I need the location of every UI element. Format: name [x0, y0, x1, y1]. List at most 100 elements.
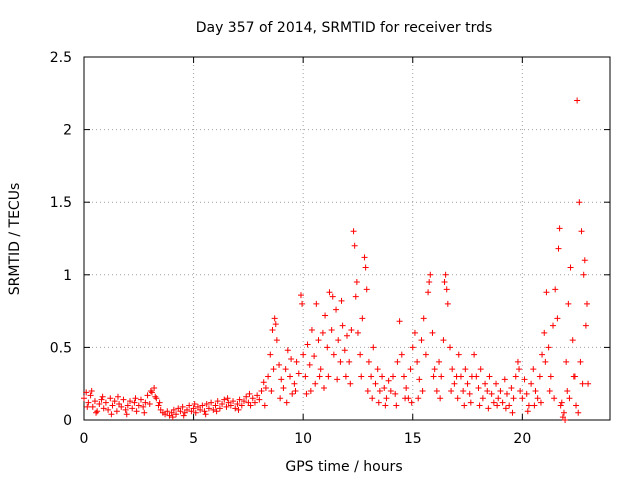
- data-point: [374, 366, 381, 373]
- data-point: [247, 402, 254, 409]
- data-point: [495, 395, 502, 402]
- data-point: [320, 385, 327, 392]
- data-point: [246, 390, 253, 397]
- data-point: [436, 358, 443, 365]
- data-point: [344, 332, 350, 339]
- data-point: [486, 373, 493, 380]
- data-point: [99, 393, 106, 400]
- data-point: [531, 402, 538, 409]
- data-point: [94, 408, 101, 415]
- data-point: [147, 387, 154, 394]
- data-point: [124, 402, 131, 409]
- data-point: [448, 387, 455, 394]
- y-axis-label: SRMTID / TECUs: [7, 183, 23, 296]
- data-point: [123, 411, 130, 418]
- data-point: [357, 351, 364, 358]
- data-point: [564, 387, 571, 394]
- data-point: [276, 361, 283, 368]
- data-point: [508, 385, 515, 392]
- data-point: [118, 403, 125, 410]
- data-point: [490, 399, 497, 406]
- data-point: [370, 344, 377, 351]
- data-point: [550, 322, 557, 329]
- data-point: [420, 315, 427, 322]
- data-point: [392, 390, 399, 397]
- data-point: [361, 254, 368, 261]
- data-point: [258, 387, 265, 394]
- data-point: [444, 300, 451, 307]
- data-point: [409, 344, 416, 351]
- data-point: [369, 395, 376, 402]
- data-point: [408, 399, 415, 406]
- data-point: [260, 379, 267, 386]
- x-tick-label: 15: [404, 431, 422, 447]
- data-point: [267, 351, 274, 358]
- data-point: [557, 402, 564, 409]
- data-point: [137, 396, 144, 403]
- data-point: [249, 395, 256, 402]
- data-point: [393, 402, 400, 409]
- data-point: [91, 398, 98, 405]
- data-point: [383, 395, 390, 402]
- data-point: [289, 390, 296, 397]
- data-point: [256, 396, 263, 403]
- data-point: [202, 411, 209, 418]
- data-point: [199, 402, 206, 409]
- data-point: [438, 373, 445, 380]
- data-point: [329, 293, 336, 300]
- data-point: [271, 315, 278, 322]
- data-point: [509, 409, 516, 416]
- data-point: [282, 366, 289, 373]
- data-point: [307, 387, 314, 394]
- data-point: [131, 399, 138, 406]
- gridlines: [84, 57, 610, 420]
- data-point: [113, 408, 120, 415]
- data-point: [376, 387, 383, 394]
- data-point: [135, 402, 142, 409]
- data-point: [251, 399, 258, 406]
- data-point: [88, 387, 95, 394]
- data-point: [129, 405, 136, 412]
- data-point: [447, 344, 454, 351]
- data-point: [156, 399, 163, 406]
- data-point: [560, 409, 567, 416]
- data-point: [224, 395, 231, 402]
- data-point: [190, 405, 197, 412]
- data-point: [437, 395, 444, 402]
- data-point: [541, 329, 548, 336]
- data-point: [479, 395, 486, 402]
- data-point: [277, 395, 284, 402]
- data-point: [502, 405, 509, 412]
- data-point: [372, 380, 379, 387]
- data-point: [574, 97, 581, 104]
- data-point: [341, 347, 348, 354]
- data-point: [396, 318, 403, 325]
- data-point: [89, 403, 96, 410]
- data-point: [581, 257, 588, 264]
- data-point: [148, 389, 155, 396]
- data-point: [140, 403, 147, 410]
- data-point: [398, 351, 405, 358]
- data-point: [573, 402, 580, 409]
- data-point: [475, 385, 482, 392]
- data-point: [102, 399, 109, 406]
- data-point: [114, 393, 121, 400]
- data-point: [493, 380, 500, 387]
- data-point: [304, 341, 311, 348]
- data-point: [430, 373, 437, 380]
- data-point: [575, 409, 582, 416]
- data-point: [547, 373, 554, 380]
- data-point: [152, 393, 159, 400]
- data-point: [577, 358, 584, 365]
- data-point: [565, 300, 572, 307]
- data-point: [339, 322, 346, 329]
- data-point: [179, 403, 186, 410]
- data-point: [532, 387, 539, 394]
- data-point: [100, 405, 107, 412]
- data-point: [519, 395, 526, 402]
- data-point: [142, 399, 149, 406]
- data-point: [164, 408, 171, 415]
- data-point: [551, 395, 558, 402]
- data-point: [141, 409, 148, 416]
- data-point: [120, 396, 127, 403]
